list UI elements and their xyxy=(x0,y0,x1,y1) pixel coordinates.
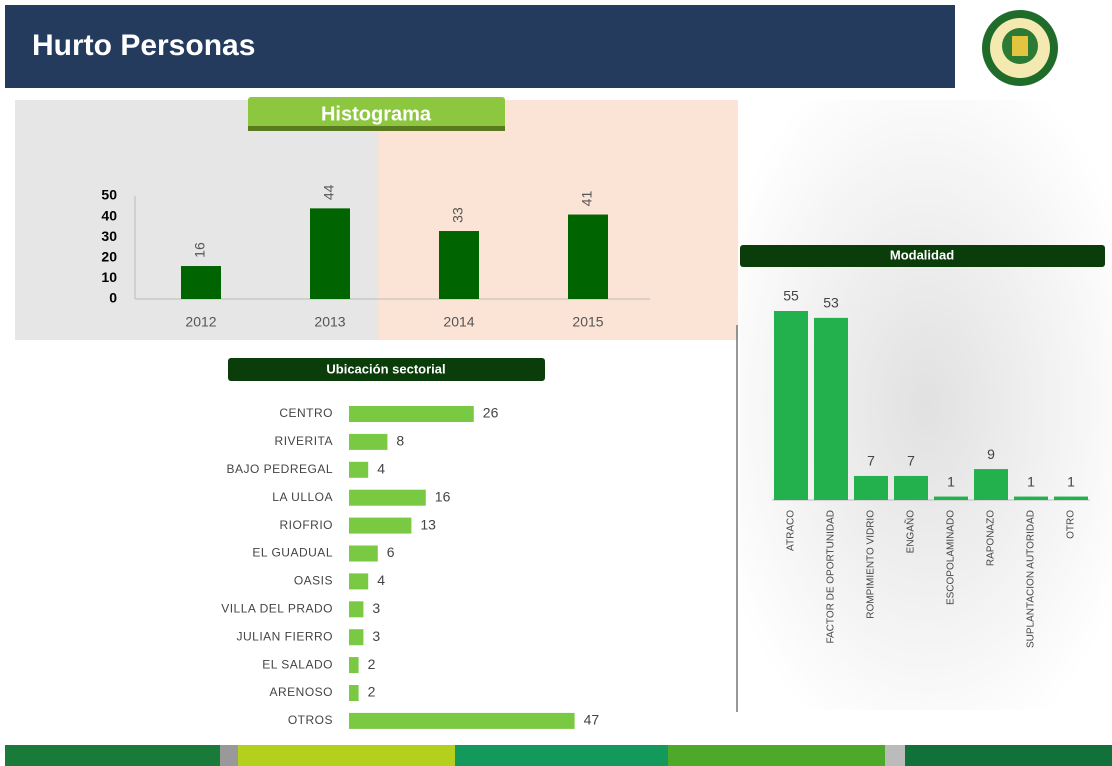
data-label: 16 xyxy=(435,488,451,504)
y-tick-label: 10 xyxy=(101,269,117,285)
histogram-header-shadow xyxy=(248,126,505,131)
bar xyxy=(349,657,359,674)
data-label: 7 xyxy=(867,453,875,469)
data-label: 1 xyxy=(947,473,955,489)
data-label: 47 xyxy=(584,712,600,728)
y-tick-label: 40 xyxy=(101,207,117,223)
bar xyxy=(349,406,474,422)
y-tick-label: 20 xyxy=(101,249,117,265)
slide-title: Hurto Personas xyxy=(32,29,255,62)
x-tick-label: 2014 xyxy=(443,314,474,330)
y-tick-label: BAJO PEDREGAL xyxy=(226,462,333,476)
y-tick-label: 0 xyxy=(109,290,117,306)
data-label: 6 xyxy=(387,544,395,560)
chart-title: Modalidad xyxy=(890,247,954,262)
x-tick-label: ATRACO xyxy=(786,510,797,551)
bar xyxy=(349,517,412,534)
data-label: 55 xyxy=(783,288,799,304)
modalidad-header xyxy=(740,245,1105,267)
chart-title: Ubicación sectorial xyxy=(326,361,445,376)
bar xyxy=(814,317,848,500)
bar xyxy=(1014,496,1048,500)
y-tick-label: RIOFRIO xyxy=(280,518,334,532)
data-label: 4 xyxy=(377,572,385,588)
x-tick-label: 2013 xyxy=(314,314,345,330)
data-label: 53 xyxy=(823,295,839,311)
bar xyxy=(349,573,369,590)
bar xyxy=(774,311,808,500)
x-tick-label: 2015 xyxy=(572,314,603,330)
bar xyxy=(349,712,575,729)
x-tick-label: ROMPIMIENTO VIDRIO xyxy=(866,510,877,619)
y-tick-label: RIVERITA xyxy=(275,434,333,448)
y-tick-label: LA ULLOA xyxy=(272,490,333,504)
x-tick-label: SUPLANTACION AUTORIDAD xyxy=(1026,510,1037,648)
y-tick-label: EL GUADUAL xyxy=(252,546,333,560)
x-tick-label: OTRO xyxy=(1066,510,1077,539)
data-label: 26 xyxy=(483,405,499,421)
panel-right xyxy=(378,100,738,340)
data-label: 44 xyxy=(321,184,337,200)
y-tick-label: VILLA DEL PRADO xyxy=(221,601,333,615)
y-tick-label: OTROS xyxy=(288,713,333,727)
y-tick-label: 50 xyxy=(101,187,117,203)
data-label: 9 xyxy=(987,446,995,462)
bar xyxy=(349,461,369,478)
bar xyxy=(934,496,968,500)
bar xyxy=(568,214,608,299)
bar xyxy=(349,601,364,618)
data-label: 2 xyxy=(368,684,376,700)
bar xyxy=(439,231,479,299)
data-label: 16 xyxy=(192,242,208,258)
data-label: 7 xyxy=(907,453,915,469)
data-label: 1 xyxy=(1067,473,1075,489)
bar xyxy=(349,489,426,506)
header-bar xyxy=(5,5,955,88)
bar xyxy=(1054,496,1088,500)
bar xyxy=(894,475,928,500)
histogram-header xyxy=(248,97,505,130)
bar xyxy=(349,433,388,450)
y-tick-label: EL SALADO xyxy=(262,657,333,671)
data-label: 2 xyxy=(368,656,376,672)
data-label: 8 xyxy=(396,433,404,449)
logo xyxy=(982,10,1058,86)
chart-title: Histograma xyxy=(321,103,432,125)
x-tick-label: FACTOR DE OPORTUNIDAD xyxy=(826,510,837,644)
data-label: 33 xyxy=(450,207,466,223)
y-tick-label: JULIAN FIERRO xyxy=(236,629,333,643)
x-tick-label: RAPONAZO xyxy=(986,510,997,566)
bar xyxy=(349,545,378,562)
data-label: 1 xyxy=(1027,473,1035,489)
bar xyxy=(181,266,221,299)
x-tick-label: ESCOPOLAMINADO xyxy=(946,510,957,605)
data-label: 41 xyxy=(579,191,595,207)
y-tick-label: CENTRO xyxy=(279,406,333,420)
sector-header xyxy=(228,358,545,381)
data-label: 3 xyxy=(372,600,380,616)
data-label: 4 xyxy=(377,461,385,477)
y-tick-label: OASIS xyxy=(294,574,333,588)
x-tick-label: 2012 xyxy=(185,314,216,330)
data-label: 3 xyxy=(372,628,380,644)
bar xyxy=(349,629,364,646)
bar xyxy=(974,469,1008,500)
y-tick-label: ARENOSO xyxy=(269,685,333,699)
bar xyxy=(310,208,350,299)
footer-strip xyxy=(5,745,1112,766)
data-label: 13 xyxy=(420,516,436,532)
bar xyxy=(854,475,888,500)
bar xyxy=(349,685,359,701)
y-tick-label: 30 xyxy=(101,228,117,244)
x-tick-label: ENGAÑO xyxy=(904,510,917,554)
